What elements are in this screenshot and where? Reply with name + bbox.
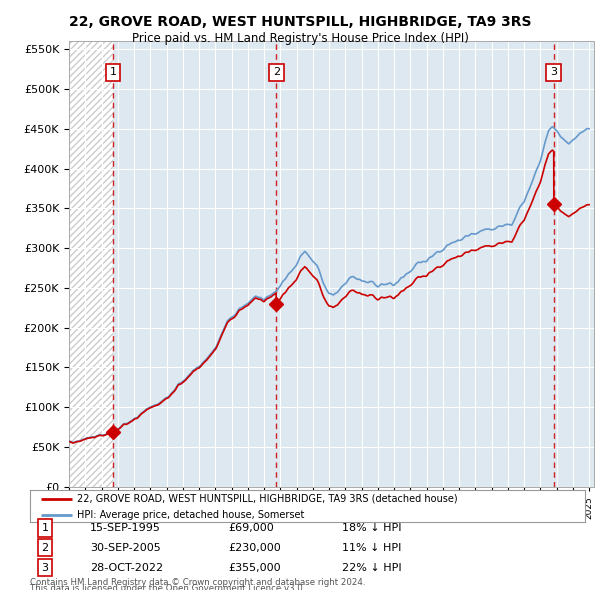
Text: Price paid vs. HM Land Registry's House Price Index (HPI): Price paid vs. HM Land Registry's House … (131, 32, 469, 45)
Text: 28-OCT-2022: 28-OCT-2022 (90, 563, 163, 572)
Text: 3: 3 (41, 563, 49, 572)
Text: 2: 2 (41, 543, 49, 552)
Bar (69, 41, 113, 487)
Text: 1: 1 (41, 523, 49, 533)
Text: 11% ↓ HPI: 11% ↓ HPI (342, 543, 401, 552)
Text: Contains HM Land Registry data © Crown copyright and database right 2024.: Contains HM Land Registry data © Crown c… (30, 578, 365, 587)
Text: 2: 2 (272, 67, 280, 77)
Text: 22, GROVE ROAD, WEST HUNTSPILL, HIGHBRIDGE, TA9 3RS: 22, GROVE ROAD, WEST HUNTSPILL, HIGHBRID… (69, 15, 531, 29)
Text: 15-SEP-1995: 15-SEP-1995 (90, 523, 161, 533)
Text: £69,000: £69,000 (228, 523, 274, 533)
Text: HPI: Average price, detached house, Somerset: HPI: Average price, detached house, Some… (77, 510, 305, 520)
Text: This data is licensed under the Open Government Licence v3.0.: This data is licensed under the Open Gov… (30, 584, 305, 590)
Text: 22% ↓ HPI: 22% ↓ HPI (342, 563, 401, 572)
Text: £355,000: £355,000 (228, 563, 281, 572)
Text: 30-SEP-2005: 30-SEP-2005 (90, 543, 161, 552)
Text: 18% ↓ HPI: 18% ↓ HPI (342, 523, 401, 533)
Text: 3: 3 (550, 67, 557, 77)
Text: 1: 1 (110, 67, 116, 77)
Text: £230,000: £230,000 (228, 543, 281, 552)
Text: 22, GROVE ROAD, WEST HUNTSPILL, HIGHBRIDGE, TA9 3RS (detached house): 22, GROVE ROAD, WEST HUNTSPILL, HIGHBRID… (77, 494, 458, 504)
